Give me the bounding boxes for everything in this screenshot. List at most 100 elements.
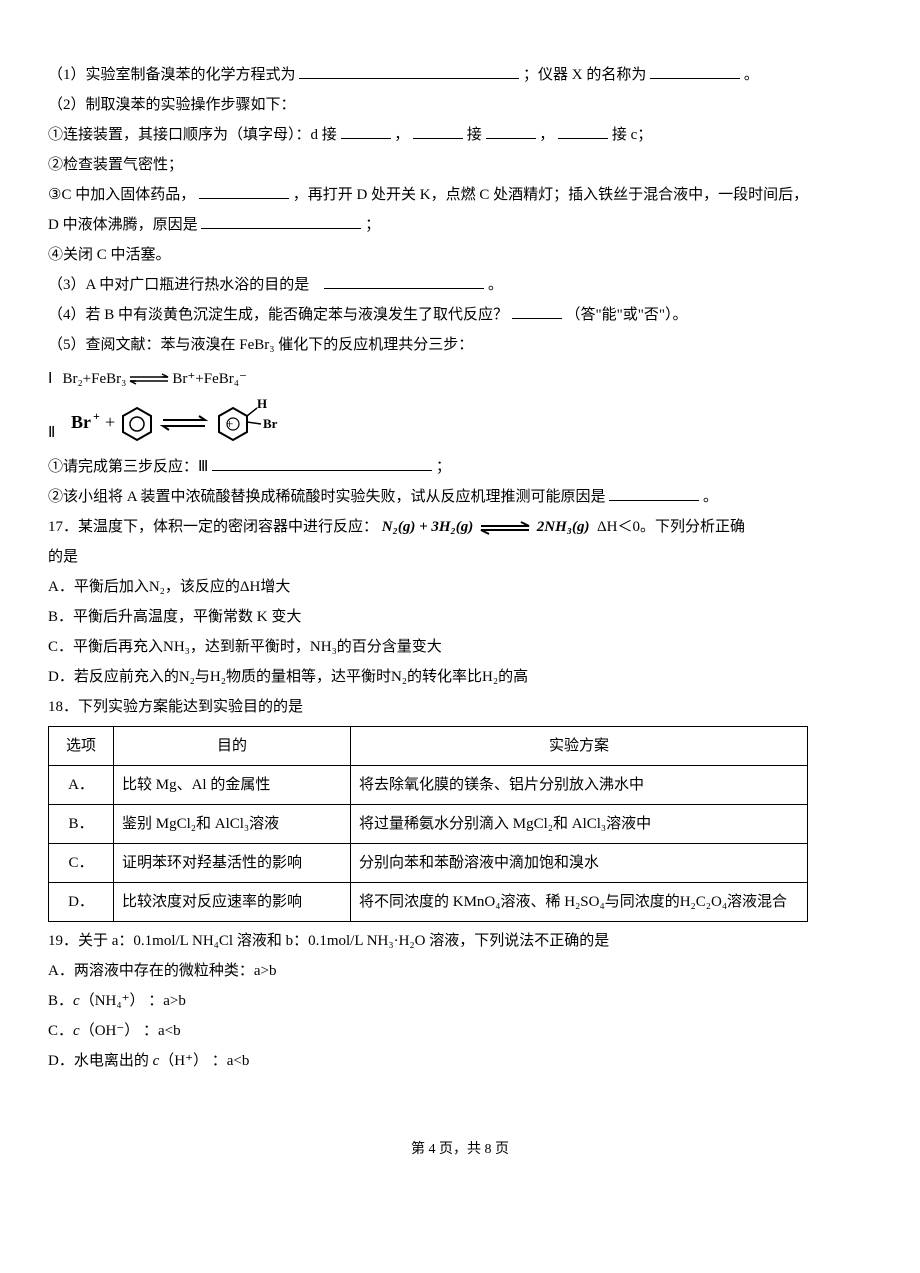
text: C． (48, 1023, 73, 1039)
text: 。 (488, 277, 503, 293)
q17-optA: A．平衡后加入N₂，该反应的ΔH增大 (48, 572, 872, 602)
blank (609, 485, 699, 501)
cell: 将去除氧化膜的镁条、铝片分别放入沸水中 (351, 766, 808, 805)
cell: 将过量稀氨水分别滴入 MgCl₂和 AlCl₃溶液中 (351, 805, 808, 844)
q5-sub2: ②该小组将 A 装置中浓硫酸替换成稀硫酸时实验失败，试从反应机理推测可能原因是 … (48, 482, 872, 512)
text: ①连接装置，其接口顺序为（填字母）：d 接 (48, 127, 337, 143)
cell: 证明苯环对羟基活性的影响 (114, 844, 351, 883)
blank (413, 123, 463, 139)
q5-intro: （5）查阅文献：苯与液溴在 FeBr₃ 催化下的反应机理共分三步： (48, 330, 872, 360)
text: （OH⁻） ：a<b (80, 1023, 181, 1039)
text: （NH₄⁺） ：a>b (80, 993, 186, 1009)
svg-text:Br: Br (263, 416, 278, 431)
equilibrium-arrow-icon (126, 372, 172, 386)
blank (212, 455, 432, 471)
text: 接 c； (612, 127, 652, 143)
text: ΔH＜0。下列分析正确 (597, 519, 745, 535)
cell: B． (49, 805, 114, 844)
blank (486, 123, 536, 139)
q19-optC: C．c（OH⁻） ：a<b (48, 1016, 872, 1046)
q2-step2: ②检查装置气密性； (48, 150, 872, 180)
blank (650, 63, 740, 79)
text: D 中液体沸腾，原因是 (48, 217, 198, 233)
col-plan: 实验方案 (351, 727, 808, 766)
q1-text-a: （1）实验室制备溴苯的化学方程式为 (48, 67, 296, 83)
svg-text:+: + (226, 416, 233, 431)
text: 接 (467, 127, 482, 143)
q18-intro: 18．下列实验方案能达到实验目的的是 (48, 692, 872, 722)
step-label: Ⅰ (48, 364, 52, 394)
blank (324, 273, 484, 289)
text: （3）A 中对广口瓶进行热水浴的目的是 (48, 277, 309, 293)
blank (512, 303, 562, 319)
step1-right: Br⁺+FeBr₄⁻ (172, 364, 247, 394)
q5-sub1: ①请完成第三步反应：Ⅲ ； (48, 452, 872, 482)
q1-text-b: ；仪器 X 的名称为 (523, 67, 646, 83)
text: ①请完成第三步反应：Ⅲ (48, 459, 208, 475)
q2-intro: （2）制取溴苯的实验操作步骤如下： (48, 90, 872, 120)
q2-step1: ①连接装置，其接口顺序为（填字母）：d 接 ， 接 ， 接 c； (48, 120, 872, 150)
text: （答"能"或"否"）。 (566, 307, 688, 323)
table-row: A． 比较 Mg、Al 的金属性 将去除氧化膜的镁条、铝片分别放入沸水中 (49, 766, 808, 805)
col-goal: 目的 (114, 727, 351, 766)
table-row: C． 证明苯环对羟基活性的影响 分别向苯和苯酚溶液中滴加饱和溴水 (49, 844, 808, 883)
q4: （4）若 B 中有淡黄色沉淀生成，能否确定苯与液溴发生了取代反应？ （答"能"或… (48, 300, 872, 330)
q2-step3b: D 中液体沸腾，原因是 ； (48, 210, 872, 240)
cell: 比较 Mg、Al 的金属性 (114, 766, 351, 805)
svg-text:Br: Br (71, 412, 91, 432)
text: （H⁺） ：a<b (159, 1053, 249, 1069)
q17-line1: 17．某温度下，体积一定的密闭容器中进行反应： N₂(g) + 3H₂(g) 2… (48, 512, 872, 542)
q5-step2: Ⅱ Br + + + H Br (48, 398, 872, 448)
svg-text:+: + (105, 412, 115, 432)
step-label: Ⅱ (48, 418, 55, 448)
q19-intro: 19．关于 a：0.1mol/L NH₄Cl 溶液和 b：0.1mol/L NH… (48, 926, 872, 956)
q19-optB: B．c（NH₄⁺） ：a>b (48, 986, 872, 1016)
blank (341, 123, 391, 139)
cell: 鉴别 MgCl₂和 AlCl₃溶液 (114, 805, 351, 844)
q3: （3）A 中对广口瓶进行热水浴的目的是 。 (48, 270, 872, 300)
cell: A． (49, 766, 114, 805)
text: 17．某温度下，体积一定的密闭容器中进行反应： (48, 519, 378, 535)
q19-optD: D．水电离出的 c（H⁺） ：a<b (48, 1046, 872, 1076)
text: D．水电离出的 (48, 1053, 153, 1069)
blank (201, 213, 361, 229)
equilibrium-arrow-icon (477, 521, 533, 535)
text: B． (48, 993, 73, 1009)
text: （4）若 B 中有淡黄色沉淀生成，能否确定苯与液溴发生了取代反应？ (48, 307, 508, 323)
cell: C． (49, 844, 114, 883)
cell: 将不同浓度的 KMnO₄溶液、稀 H₂SO₄与同浓度的H₂C₂O₄溶液混合 (351, 883, 808, 922)
q17-optD: D．若反应前充入的N₂与H₂物质的量相等，达平衡时N₂的转化率比H₂的高 (48, 662, 872, 692)
col-option: 选项 (49, 727, 114, 766)
blank (558, 123, 608, 139)
table-body: A． 比较 Mg、Al 的金属性 将去除氧化膜的镁条、铝片分别放入沸水中 B． … (49, 766, 808, 922)
step1-left: Br₂+FeBr₃ (62, 364, 126, 394)
q1-text-c: 。 (744, 67, 759, 83)
text: ②该小组将 A 装置中浓硫酸替换成稀硫酸时实验失败，试从反应机理推测可能原因是 (48, 489, 606, 505)
q17-optC: C．平衡后再充入NH₃，达到新平衡时，NH₃的百分含量变大 (48, 632, 872, 662)
svg-text:H: H (257, 398, 267, 411)
table-row: B． 鉴别 MgCl₂和 AlCl₃溶液 将过量稀氨水分别滴入 MgCl₂和 A… (49, 805, 808, 844)
q5-step1: Ⅰ Br₂+FeBr₃ Br⁺+FeBr₄⁻ (48, 364, 872, 394)
q17-line2: 的是 (48, 542, 872, 572)
blank (199, 183, 289, 199)
q19-optA: A．两溶液中存在的微粒种类：a>b (48, 956, 872, 986)
text: ； (436, 459, 451, 475)
benzene-reaction-icon: Br + + + H Br (67, 398, 297, 448)
table-header-row: 选项 目的 实验方案 (49, 727, 808, 766)
eq-right: 2NH₃(g) (537, 519, 590, 535)
q17-optB: B．平衡后升高温度，平衡常数 K 变大 (48, 602, 872, 632)
text: ，再打开 D 处开关 K，点燃 C 处酒精灯；插入铁丝于混合液中，一段时间后， (293, 187, 808, 203)
cell: D． (49, 883, 114, 922)
blank (299, 63, 519, 79)
cell: 分别向苯和苯酚溶液中滴加饱和溴水 (351, 844, 808, 883)
cell: 比较浓度对反应速率的影响 (114, 883, 351, 922)
text: ， (539, 127, 554, 143)
q2-step3a: ③C 中加入固体药品， ，再打开 D 处开关 K，点燃 C 处酒精灯；插入铁丝于… (48, 180, 872, 210)
table-row: D． 比较浓度对反应速率的影响 将不同浓度的 KMnO₄溶液、稀 H₂SO₄与同… (49, 883, 808, 922)
page-footer: 第 4 页，共 8 页 (48, 1136, 872, 1164)
q1-line1: （1）实验室制备溴苯的化学方程式为 ；仪器 X 的名称为 。 (48, 60, 872, 90)
text: ； (365, 217, 380, 233)
q18-table: 选项 目的 实验方案 A． 比较 Mg、Al 的金属性 将去除氧化膜的镁条、铝片… (48, 726, 808, 922)
text: ， (394, 127, 409, 143)
q2-step4: ④关闭 C 中活塞。 (48, 240, 872, 270)
